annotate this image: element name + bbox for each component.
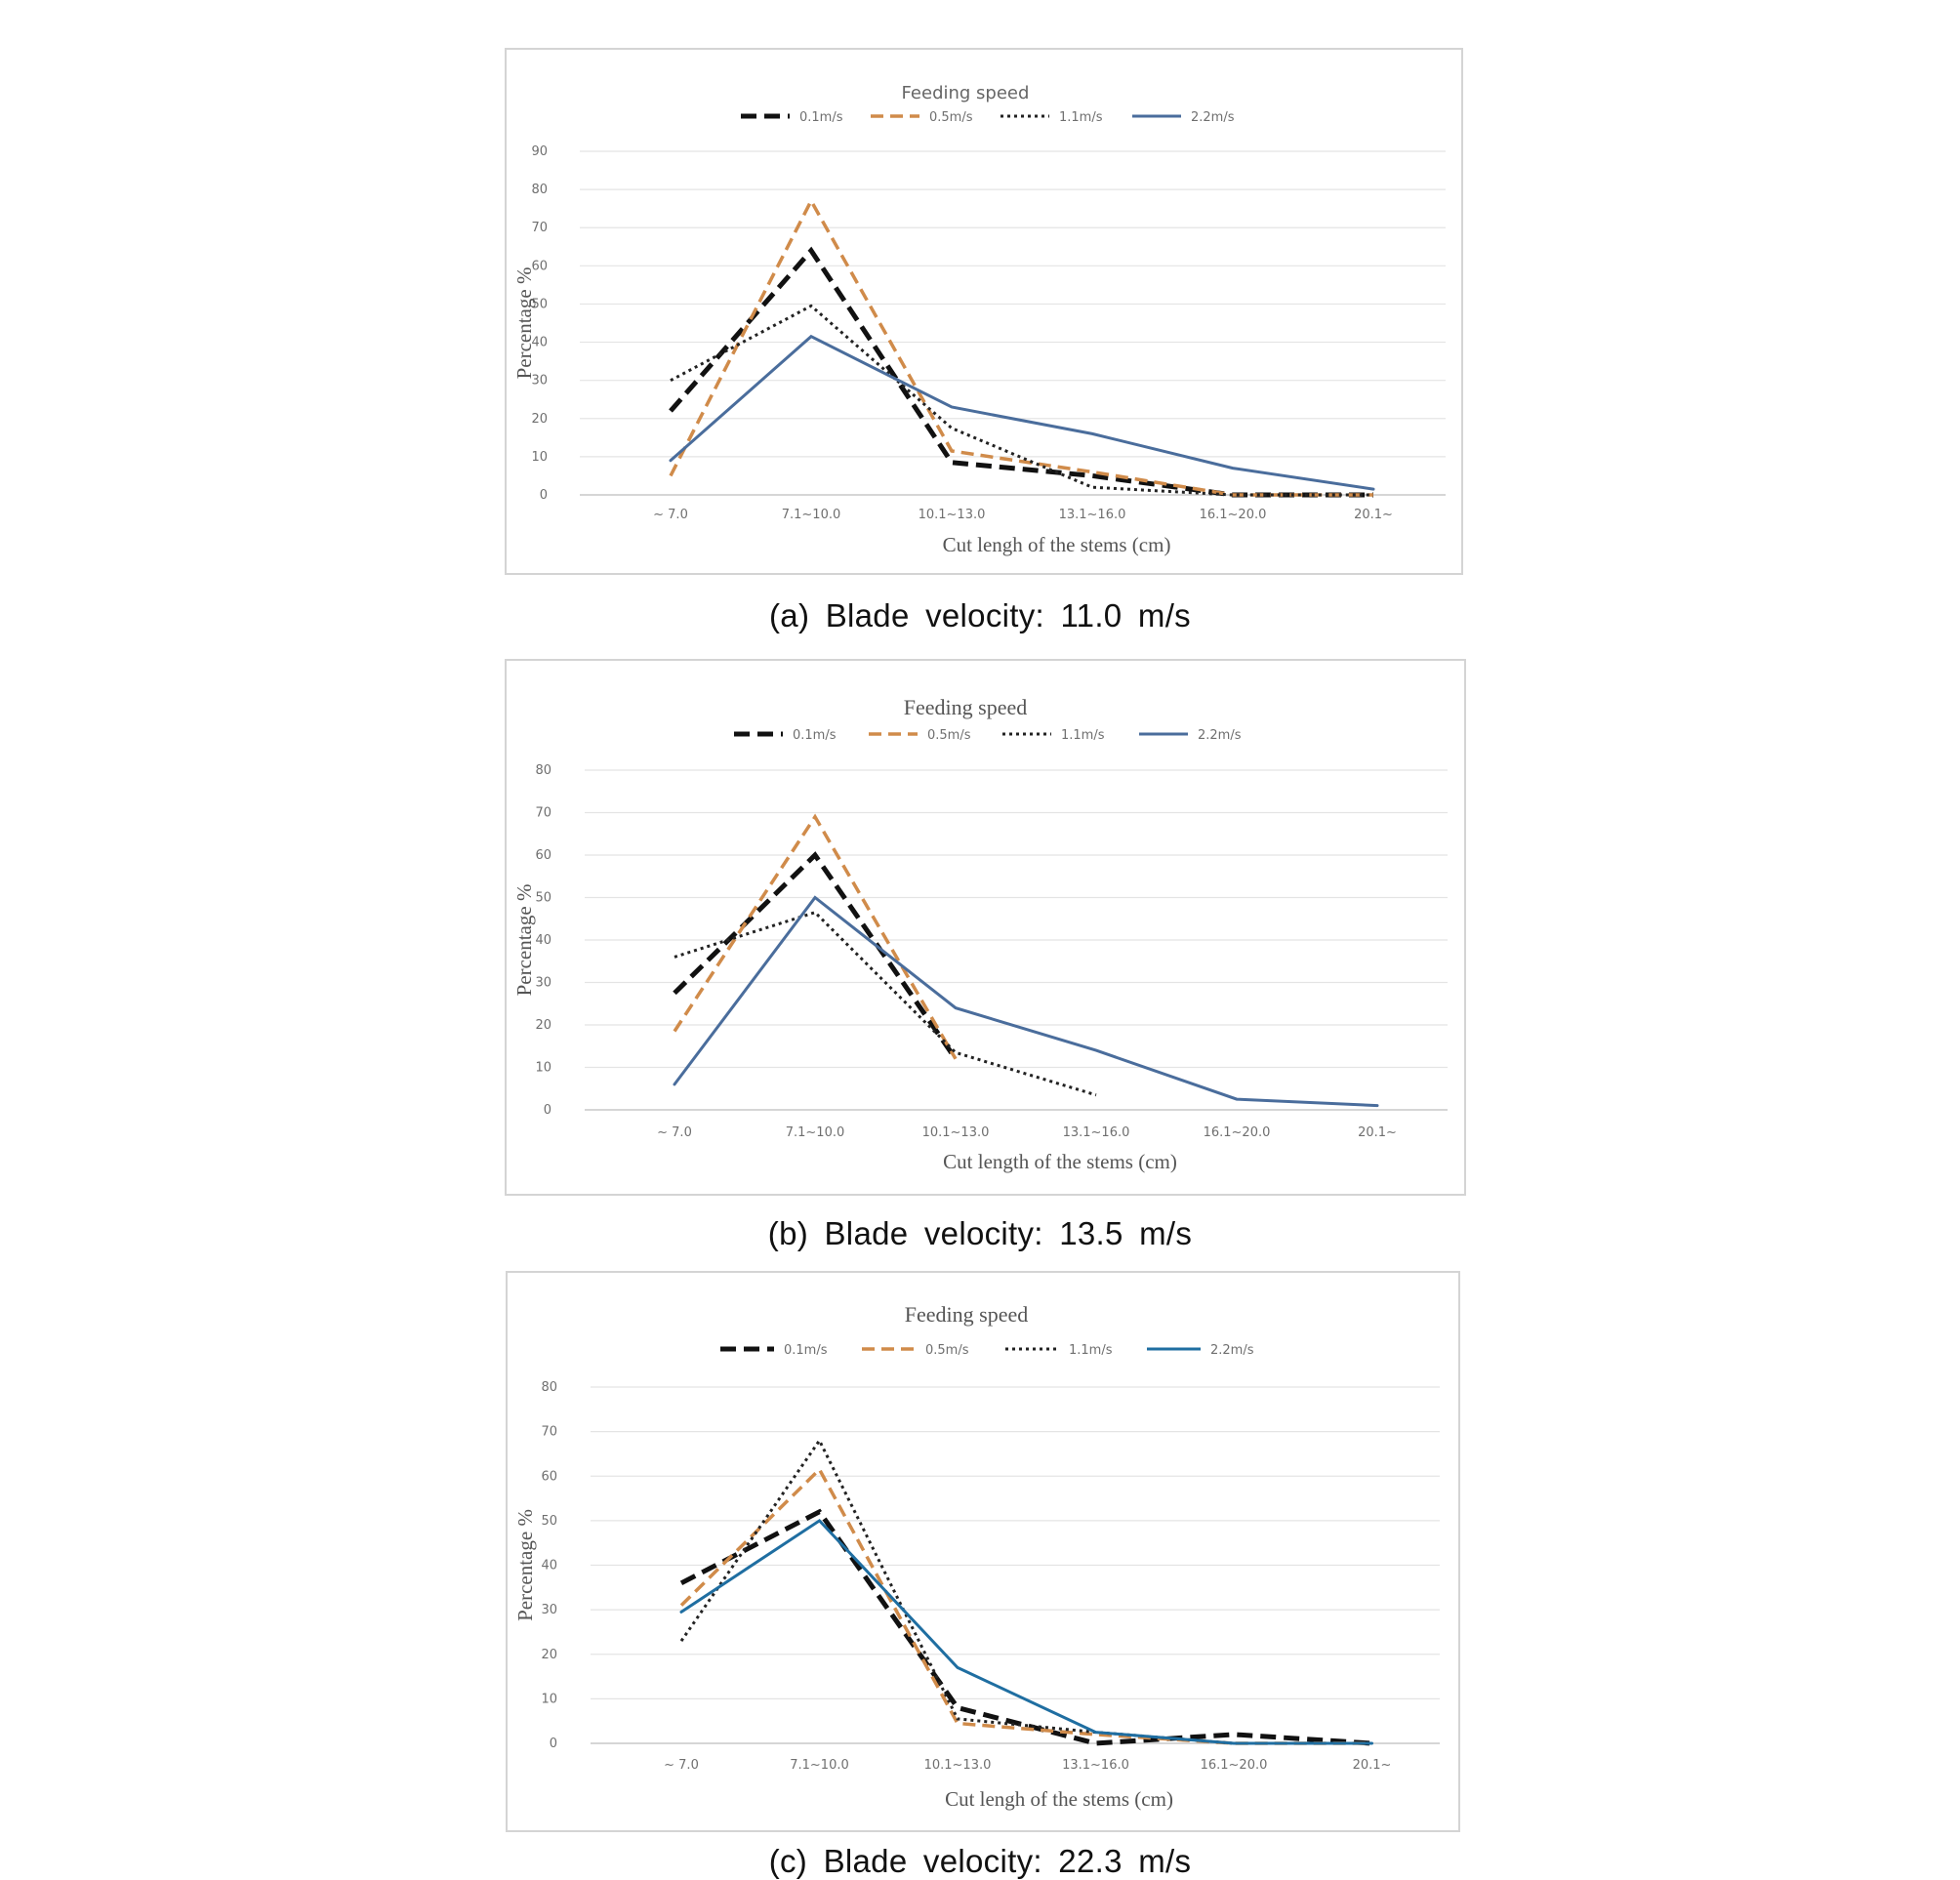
series-line-0-5m-s xyxy=(669,197,1373,497)
legend-label: 0.5m/s xyxy=(929,110,973,125)
line-chart-a: 0 10 20 30 40 50 60 70 80 90 ~ 7.0 7.1~10.0 10.1~13.… xyxy=(512,83,1446,556)
series-line-2-2m-s xyxy=(673,895,1379,1108)
x-tick-label: 20.1~ xyxy=(1354,508,1393,522)
legend-title: Feeding speed xyxy=(902,83,1030,103)
y-tick-label: 30 xyxy=(531,374,548,388)
y-tick-label: 50 xyxy=(535,891,551,906)
y-axis-title: Percentage % xyxy=(512,267,536,380)
y-tick-label: 0 xyxy=(544,1103,551,1118)
series-line-1-1m-s xyxy=(679,1437,1372,1745)
y-tick-label: 40 xyxy=(531,336,548,350)
series-line-1-1m-s xyxy=(674,910,1097,1097)
legend-title: Feeding speed xyxy=(905,1302,1028,1327)
legend-label: 1.1m/s xyxy=(1061,728,1105,743)
y-tick-label: 70 xyxy=(535,806,551,821)
y-tick-label: 80 xyxy=(541,1380,557,1395)
y-tick-label: 50 xyxy=(531,297,548,311)
legend-label: 0.1m/s xyxy=(799,110,843,125)
y-tick-label: 60 xyxy=(535,848,551,863)
y-tick-label: 10 xyxy=(531,450,548,465)
series-line-1-1m-s xyxy=(670,304,1373,497)
legend-label: 0.1m/s xyxy=(793,728,837,743)
y-tick-label: 0 xyxy=(550,1737,557,1751)
series-line-0-5m-s xyxy=(673,813,958,1060)
x-axis-title: Cut length of the stems (cm) xyxy=(943,1150,1177,1173)
y-tick-label: 70 xyxy=(541,1425,557,1440)
legend-label: 0.5m/s xyxy=(925,1343,969,1358)
series-line-0-5m-s xyxy=(679,1466,1372,1745)
y-tick-label: 70 xyxy=(531,221,548,235)
y-tick-label: 10 xyxy=(535,1061,551,1076)
y-tick-label: 60 xyxy=(531,259,548,273)
x-tick-label: 10.1~13.0 xyxy=(919,508,986,522)
series-line-0-1m-s xyxy=(679,1508,1372,1746)
x-tick-label: 16.1~20.0 xyxy=(1204,1125,1271,1140)
series-line-0-1m-s xyxy=(673,851,959,1061)
caption-c: (c) Blade velocity: 22.3 m/s xyxy=(768,1843,1192,1879)
x-tick-label: 10.1~13.0 xyxy=(924,1758,992,1773)
y-axis-title: Percentage % xyxy=(512,884,536,997)
x-tick-label: ~ 7.0 xyxy=(653,508,688,522)
y-tick-label: 50 xyxy=(541,1514,557,1529)
legend-label: 1.1m/s xyxy=(1069,1343,1113,1358)
y-axis-title: Percentage % xyxy=(513,1509,537,1621)
caption-b: (b) Blade velocity: 13.5 m/s xyxy=(767,1215,1193,1251)
y-tick-label: 0 xyxy=(540,488,548,503)
chart-panel-c: 0 10 20 30 40 50 60 70 80 ~ 7.0 7.1~10.0 10.1~13.0 1… xyxy=(506,1271,1460,1832)
line-chart-b: 0 10 20 30 40 50 60 70 80 ~ 7.0 7.1~10.0 10.1~13.0 1… xyxy=(512,695,1448,1173)
y-tick-label: 80 xyxy=(535,763,551,778)
y-tick-label: 20 xyxy=(535,1018,551,1033)
x-tick-label: 10.1~13.0 xyxy=(922,1125,990,1140)
legend-label: 2.2m/s xyxy=(1191,110,1235,125)
x-tick-label: 16.1~20.0 xyxy=(1200,508,1267,522)
y-tick-label: 80 xyxy=(531,183,548,197)
y-tick-label: 40 xyxy=(535,933,551,948)
x-tick-label: ~ 7.0 xyxy=(657,1125,692,1140)
x-tick-label: 13.1~16.0 xyxy=(1063,1125,1130,1140)
x-tick-label: 7.1~10.0 xyxy=(790,1758,849,1773)
chart-panel-a: 0 10 20 30 40 50 60 70 80 90 ~ 7.0 7.1~10.0 10.1~13.… xyxy=(505,48,1463,575)
x-tick-label: 16.1~20.0 xyxy=(1201,1758,1268,1773)
legend-label: 0.5m/s xyxy=(927,728,971,743)
x-axis-title: Cut lengh of the stems (cm) xyxy=(943,533,1171,556)
y-tick-label: 90 xyxy=(531,144,548,159)
chart-panel-b: 0 10 20 30 40 50 60 70 80 ~ 7.0 7.1~10.0 10.1~13.0 1… xyxy=(505,659,1466,1196)
y-tick-label: 20 xyxy=(541,1648,557,1662)
legend-label: 2.2m/s xyxy=(1210,1343,1254,1358)
series-line-2-2m-s xyxy=(669,334,1375,491)
x-tick-label: 7.1~10.0 xyxy=(786,1125,845,1140)
legend-label: 1.1m/s xyxy=(1059,110,1103,125)
y-tick-label: 30 xyxy=(535,976,551,991)
x-tick-label: 7.1~10.0 xyxy=(782,508,841,522)
y-tick-label: 30 xyxy=(541,1603,557,1617)
caption-a: (a) Blade velocity: 11.0 m/s xyxy=(769,597,1191,633)
legend-label: 2.2m/s xyxy=(1198,728,1242,743)
x-axis-title: Cut lengh of the stems (cm) xyxy=(945,1787,1173,1811)
y-tick-label: 60 xyxy=(541,1469,557,1484)
x-tick-label: 20.1~ xyxy=(1358,1125,1397,1140)
legend-title: Feeding speed xyxy=(904,695,1027,719)
x-tick-label: ~ 7.0 xyxy=(664,1758,699,1773)
x-tick-label: 20.1~ xyxy=(1353,1758,1392,1773)
series-line-2-2m-s xyxy=(679,1518,1373,1745)
series-line-0-1m-s xyxy=(669,246,1373,498)
y-tick-label: 20 xyxy=(531,412,548,427)
x-tick-label: 13.1~16.0 xyxy=(1062,1758,1129,1773)
legend-label: 0.1m/s xyxy=(784,1343,828,1358)
x-tick-label: 13.1~16.0 xyxy=(1059,508,1126,522)
y-tick-label: 10 xyxy=(541,1692,557,1706)
line-chart-c: 0 10 20 30 40 50 60 70 80 ~ 7.0 7.1~10.0 10.1~13.0 1… xyxy=(513,1302,1440,1811)
y-tick-label: 40 xyxy=(541,1559,557,1573)
